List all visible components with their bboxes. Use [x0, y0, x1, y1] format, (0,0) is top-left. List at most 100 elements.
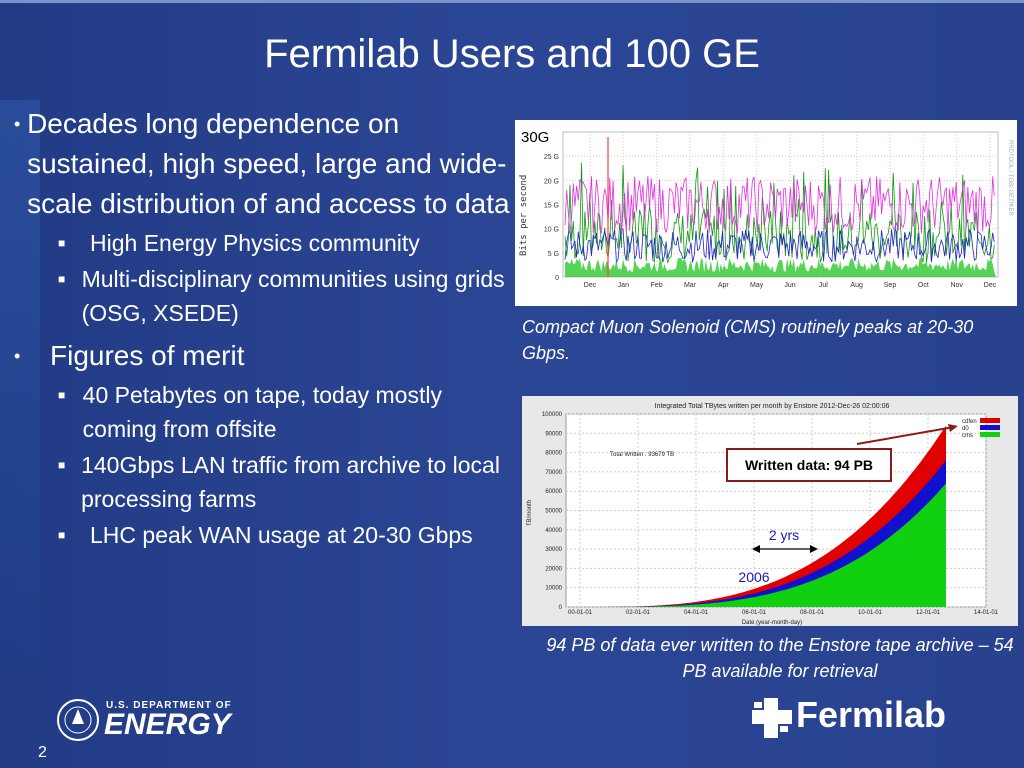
cms-traffic-chart: 25 G 20 G 15 G 10 G 5 G 0 Dec Jan Feb Mar Apr May J…	[515, 120, 1017, 306]
enstore-y-tick: 70000	[545, 470, 562, 476]
slide-title: Fermilab Users and 100 GE	[264, 32, 760, 76]
cms-x-tick: Nov	[950, 282, 963, 289]
fermilab-mark-icon	[752, 698, 792, 738]
enstore-y-tick: 20000	[545, 566, 562, 572]
enstore-x-ticks: 00-01-01 02-01-01 04-01-01 06-01-01 08-01-01…	[568, 610, 999, 616]
enstore-legend: cdfen d0 cms	[962, 418, 1000, 439]
cms-x-tick: Aug	[850, 282, 863, 289]
doe-main-text: ENERGY	[104, 708, 231, 741]
cms-traffic-svg: 25 G 20 G 15 G 10 G 5 G 0 Dec Jan Feb Mar Apr May J…	[519, 129, 1013, 289]
cms-x-tick: Jul	[819, 282, 828, 289]
square-bullet-icon: ■	[58, 388, 66, 402]
enstore-title: Integrated Total TBytes written per mont…	[655, 403, 890, 410]
cms-y-tick: 20 G	[544, 178, 559, 185]
cms-x-tick: Jan	[618, 282, 629, 289]
legend-swatch-d0	[980, 425, 1000, 430]
bullet-text: Figures of merit	[50, 340, 245, 371]
sub-bullet-item: ■ High Energy Physics community	[58, 226, 514, 260]
enstore-x-tick: 08-01-01	[800, 610, 825, 616]
enstore-x-tick: 02-01-01	[626, 610, 651, 616]
enstore-chart: Integrated Total TBytes written per mont…	[522, 396, 1018, 626]
callout-arrow	[856, 426, 955, 445]
square-bullet-icon: ■	[58, 458, 66, 472]
enstore-x-tick: 14-01-01	[974, 610, 999, 616]
enstore-y-ticks: 1000009000080000700006000050000400003000…	[542, 412, 563, 611]
legend-cms: cms	[962, 433, 973, 439]
legend-swatch-cms	[980, 432, 1000, 437]
cms-traffic-series	[564, 137, 996, 277]
cms-y-axis-label: Bits per second	[519, 175, 529, 256]
span-left-arrow-icon	[752, 545, 760, 553]
bullet-dot-icon: •	[14, 114, 21, 134]
enstore-y-axis-label: TB/month	[527, 500, 533, 526]
bullet-item: • Figures of merit	[14, 336, 514, 376]
enstore-x-tick: 00-01-01	[568, 610, 593, 616]
cms-x-tick: Feb	[651, 282, 663, 289]
enstore-y-tick: 100000	[542, 412, 563, 418]
square-bullet-icon: ■	[58, 528, 66, 542]
total-written-label: Total Written : 93679 TB	[610, 452, 674, 458]
enstore-y-tick: 50000	[545, 509, 562, 515]
page-number: 2	[38, 744, 47, 761]
fermilab-wordmark: Fermilab	[796, 694, 947, 735]
cms-y-ticks: 25 G 20 G 15 G 10 G 5 G 0	[544, 154, 559, 282]
doe-top-text: U.S. DEPARTMENT OF	[106, 700, 232, 711]
enstore-y-tick: 90000	[545, 431, 562, 437]
callout-box	[726, 448, 892, 482]
cms-series-line	[564, 162, 995, 264]
sub-bullet-text: LHC peak WAN usage at 20-30 Gbps	[90, 522, 473, 548]
year-label: 2006	[738, 569, 769, 585]
bullet-dot-icon: •	[14, 346, 21, 366]
enstore-y-tick: 80000	[545, 451, 562, 457]
enstore-x-axis-label: Date (year-month-day)	[742, 620, 802, 626]
enstore-x-tick: 12-01-01	[916, 610, 941, 616]
sub-bullet-text: Multi-disciplinary communities using gri…	[81, 266, 505, 326]
enstore-x-tick: 06-01-01	[742, 610, 767, 616]
sub-bullet-text: High Energy Physics community	[90, 230, 420, 256]
cms-caption: Compact Muon Solenoid (CMS) routinely pe…	[522, 317, 974, 363]
sub-bullet-text: 40 Petabytes on tape, today mostly comin…	[82, 382, 442, 442]
enstore-y-tick: 10000	[545, 586, 562, 592]
enstore-y-tick: 30000	[545, 547, 562, 553]
legend-cdfen: cdfen	[962, 419, 977, 425]
enstore-areas	[580, 425, 946, 607]
sub-bullet-text: 140Gbps LAN traffic from archive to loca…	[81, 452, 500, 512]
cms-y-tick: 10 G	[544, 227, 559, 234]
enstore-x-tick: 04-01-01	[684, 610, 709, 616]
cms-area	[580, 483, 946, 607]
legend-swatch-cdfen	[980, 418, 1000, 423]
enstore-svg: Integrated Total TBytes written per mont…	[522, 396, 1018, 626]
cms-x-tick: Apr	[718, 282, 730, 289]
enstore-caption: 94 PB of data ever written to the Enstor…	[546, 635, 1014, 681]
sub-bullet-item: ■ LHC peak WAN usage at 20-30 Gbps	[58, 518, 514, 552]
cms-y-tick: 5 G	[548, 251, 559, 258]
sub-bullet-item: ■ Multi-disciplinary communities using gr…	[58, 262, 514, 330]
cms-y-tick: 15 G	[544, 203, 559, 210]
bullet-text: Decades long dependence on sustained, hi…	[27, 108, 510, 219]
cms-series-line	[564, 175, 995, 234]
cms-y-tick: 25 G	[544, 154, 559, 161]
cms-x-ticks: Dec Jan Feb Mar Apr May Jun Jul Aug Sep Oct Nov Dec	[584, 282, 997, 289]
enstore-x-tick: 10-01-01	[858, 610, 883, 616]
bullet-list: • Decades long dependence on sustained, h…	[14, 104, 514, 554]
cms-x-tick: Dec	[984, 282, 997, 289]
enstore-y-tick: 0	[559, 605, 563, 611]
cms-x-tick: May	[750, 282, 764, 289]
cms-x-tick: Mar	[684, 282, 697, 289]
bullet-item: • Decades long dependence on sustained, h…	[14, 104, 514, 224]
rrdtool-label: RRDTOOL / TOBI OETIKER	[1007, 140, 1013, 216]
cms-x-tick: Oct	[918, 282, 929, 289]
doe-seal-icon	[57, 699, 99, 741]
enstore-y-tick: 40000	[545, 528, 562, 534]
doe-logo: U.S. DEPARTMENT OF ENERGY	[56, 698, 256, 751]
callout-text: Written data: 94 PB	[745, 457, 873, 473]
cms-y-tick: 0	[555, 275, 559, 282]
sub-bullet-item: ■ 40 Petabytes on tape, today mostly comi…	[58, 378, 514, 446]
cms-x-tick: Sep	[884, 282, 897, 289]
cms-series-line	[564, 228, 995, 264]
decorative-stripe	[0, 100, 40, 660]
square-bullet-icon: ■	[58, 236, 66, 250]
sub-bullet-item: ■ 140Gbps LAN traffic from archive to loc…	[58, 448, 514, 516]
top-rule	[0, 0, 1024, 3]
cms-floor-area	[565, 257, 996, 277]
